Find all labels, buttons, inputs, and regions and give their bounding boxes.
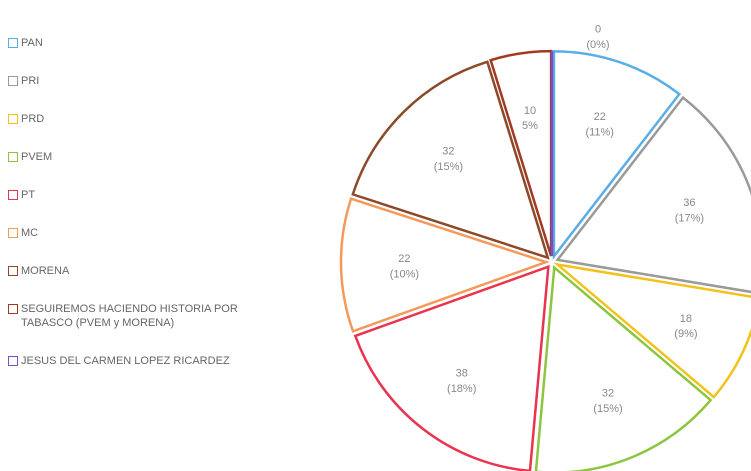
- legend-item: PAN: [8, 36, 278, 50]
- legend: PAN PRI PRD PVEM PT MC MORENA SEGUIREMOS HACIEN…: [8, 36, 278, 392]
- legend-label: PRI: [21, 75, 40, 87]
- pie-slice: [351, 60, 550, 260]
- legend-label: SEGUIREMOS HACIENDO HISTORIA POR TABASCO…: [21, 303, 238, 329]
- legend-swatch: [8, 190, 18, 200]
- pie-slice: [353, 264, 550, 471]
- legend-label: MC: [21, 227, 39, 239]
- pie-slice: [553, 262, 751, 399]
- data-label: 32 (15%): [434, 146, 463, 173]
- legend-item: MORENA: [8, 264, 278, 278]
- data-label: 0 (0%): [586, 24, 609, 51]
- legend-label: PRD: [21, 113, 45, 125]
- legend-swatch: [8, 266, 18, 276]
- legend-label: PAN: [21, 37, 43, 49]
- legend-item: PRD: [8, 112, 278, 126]
- legend-label: JESUS DEL CARMEN LOPEZ RICARDEZ: [21, 355, 230, 367]
- data-label: 22 (11%): [585, 111, 614, 138]
- legend-label: PVEM: [21, 151, 53, 163]
- legend-swatch: [8, 228, 18, 238]
- legend-item: MC: [8, 226, 278, 240]
- data-label: 22 (10%): [390, 253, 419, 280]
- legend-swatch: [8, 356, 18, 366]
- data-label: 18 (9%): [674, 313, 697, 340]
- legend-label: PT: [21, 189, 36, 201]
- data-label: 36 (17%): [675, 197, 704, 224]
- legend-item: SEGUIREMOS HACIENDO HISTORIA POR TABASCO…: [8, 302, 278, 330]
- legend-item: PRI: [8, 74, 278, 88]
- pie-slice: [555, 95, 751, 294]
- legend-item: JESUS DEL CARMEN LOPEZ RICARDEZ: [8, 354, 278, 368]
- pie-slice: [534, 265, 713, 471]
- pie-slice: [552, 50, 682, 260]
- legend-item: PVEM: [8, 150, 278, 164]
- data-label: 38 (18%): [447, 368, 476, 395]
- legend-label: MORENA: [21, 265, 70, 277]
- legend-item: PT: [8, 188, 278, 202]
- legend-swatch: [8, 76, 18, 86]
- legend-swatch: [8, 152, 18, 162]
- data-label: 32 (15%): [593, 387, 622, 414]
- data-label: 10 5%: [522, 105, 538, 132]
- legend-swatch: [8, 304, 18, 314]
- legend-swatch: [8, 114, 18, 124]
- legend-swatch: [8, 38, 18, 48]
- pie-slice: [339, 197, 550, 333]
